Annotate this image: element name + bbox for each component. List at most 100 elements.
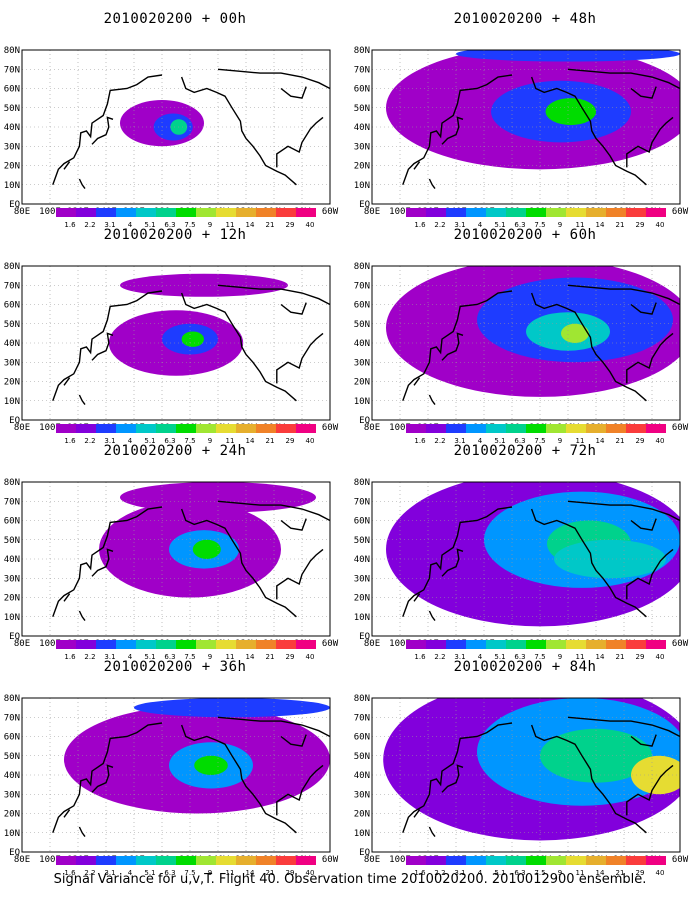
colorbar-level-label: 3.1 — [454, 869, 465, 877]
map-panel-0h: 2010020200 + 00h80E100E120E140E160E18016… — [0, 10, 350, 232]
colorbar-swatch — [196, 424, 216, 433]
colorbar-swatch — [116, 424, 136, 433]
colorbar-swatch — [296, 856, 316, 865]
lon-tick-label: 100E — [389, 639, 411, 649]
lat-tick-label: 80N — [4, 478, 20, 488]
colorbar-level-label: 4 — [478, 653, 483, 661]
colorbar-level-label: 21 — [266, 437, 275, 445]
colorbar-level-label: 9 — [208, 221, 212, 229]
colorbar-swatch — [296, 424, 316, 433]
coastline — [78, 394, 86, 406]
colorbar-level-label: 14 — [246, 869, 255, 877]
colorbar-swatch — [256, 640, 276, 649]
lon-tick-label: 80E — [364, 207, 380, 217]
coastline — [441, 548, 464, 577]
lat-tick-label: 20N — [4, 378, 20, 388]
colorbar-level-label: 1.6 — [64, 869, 76, 877]
map-plot: 80E100E120E140E160E180160W140W120W100W80… — [4, 262, 339, 433]
panel-title: 2010020200 + 24h — [103, 443, 247, 459]
lon-tick-label: 80E — [364, 639, 380, 649]
colorbar-swatch — [406, 424, 426, 433]
colorbar-swatch — [196, 856, 216, 865]
coastline — [52, 74, 163, 186]
variance-area — [181, 331, 204, 347]
colorbar-swatch — [626, 856, 646, 865]
colorbar-level-label: 4 — [128, 221, 133, 229]
colorbar-swatch — [426, 856, 446, 865]
lat-tick-label: 80N — [4, 694, 20, 704]
figure-caption: Signal Variance for u,v,T. Flight 40. Ob… — [53, 872, 647, 887]
lat-tick-label: 50N — [4, 752, 20, 762]
colorbar-level-label: 6.3 — [514, 653, 525, 661]
map-panel-24h: 2010020200 + 24h80E100E120E140E160E18016… — [0, 442, 350, 664]
coastline — [441, 764, 464, 793]
colorbar-swatch — [466, 424, 486, 433]
lat-tick-label: 70N — [4, 65, 20, 75]
colorbar-level-label: 14 — [596, 869, 605, 877]
lon-tick-label: 80E — [14, 423, 30, 433]
coastline — [217, 68, 330, 90]
lat-tick-label: 50N — [4, 104, 20, 114]
lat-tick-label: 40N — [4, 771, 20, 781]
colorbar-level-label: 21 — [616, 869, 625, 877]
lat-tick-label: 10N — [4, 829, 20, 839]
colorbar-level-label: 5.1 — [144, 653, 155, 661]
lon-tick-label: 80E — [364, 423, 380, 433]
coastline — [280, 302, 307, 315]
colorbar-swatch — [296, 640, 316, 649]
coastline — [413, 593, 421, 602]
colorbar-level-label: 6.3 — [514, 869, 525, 877]
lat-tick-label: 50N — [354, 752, 370, 762]
colorbar-level-label: 21 — [266, 869, 275, 877]
colorbar-swatch — [96, 208, 116, 217]
colorbar-level-label: 6.3 — [164, 437, 175, 445]
lon-tick-label: 60W — [322, 855, 339, 865]
panel-title: 2010020200 + 60h — [453, 227, 597, 243]
lon-tick-label: 100E — [39, 207, 61, 217]
colorbar-swatch — [506, 640, 526, 649]
map-panel-12h: 2010020200 + 12h80E100E120E140E160E18016… — [0, 226, 350, 448]
coastline — [217, 284, 330, 306]
colorbar-swatch — [196, 208, 216, 217]
lat-tick-label: 70N — [354, 497, 370, 507]
colorbar-swatch — [606, 640, 626, 649]
colorbar-level-label: 3.1 — [104, 869, 115, 877]
colorbar-swatch — [466, 208, 486, 217]
colorbar-level-label: 11 — [576, 221, 585, 229]
colorbar-level-label: 3.1 — [454, 437, 465, 445]
colorbar-level-label: 14 — [246, 437, 255, 445]
coastline — [567, 68, 680, 90]
colorbar-level-label: 5.1 — [144, 221, 155, 229]
colorbar-level-label: 9 — [208, 653, 212, 661]
colorbar-swatch — [486, 856, 506, 865]
coastline — [567, 284, 680, 306]
colorbar-level-label: 7.5 — [534, 869, 545, 877]
panel-title: 2010020200 + 48h — [453, 11, 597, 27]
coastline — [63, 161, 71, 170]
coastline — [413, 809, 421, 818]
colorbar-level-label: 2.2 — [434, 869, 445, 877]
lat-tick-label: 10N — [354, 397, 370, 407]
colorbar-level-label: 7.5 — [184, 221, 195, 229]
lat-tick-label: 60N — [4, 733, 20, 743]
colorbar-swatch — [156, 856, 176, 865]
colorbar-swatch — [136, 640, 156, 649]
colorbar-swatch — [196, 640, 216, 649]
colorbar-level-label: 21 — [616, 437, 625, 445]
colorbar-swatch — [176, 208, 196, 217]
colorbar-level-label: 29 — [286, 437, 295, 445]
coastline — [626, 548, 674, 600]
lat-tick-label: 40N — [354, 123, 370, 133]
colorbar-level-label: 21 — [266, 221, 275, 229]
lat-tick-label: 30N — [4, 574, 20, 584]
coastline — [428, 610, 436, 622]
lat-tick-label: 50N — [354, 536, 370, 546]
coastline — [180, 508, 297, 618]
colorbar-swatch — [116, 856, 136, 865]
coastline — [626, 116, 674, 168]
lat-tick-label: 20N — [354, 594, 370, 604]
colorbar-swatch — [566, 424, 586, 433]
colorbar-swatch — [96, 424, 116, 433]
coastline — [78, 610, 86, 622]
lon-tick-label: 60W — [322, 207, 339, 217]
